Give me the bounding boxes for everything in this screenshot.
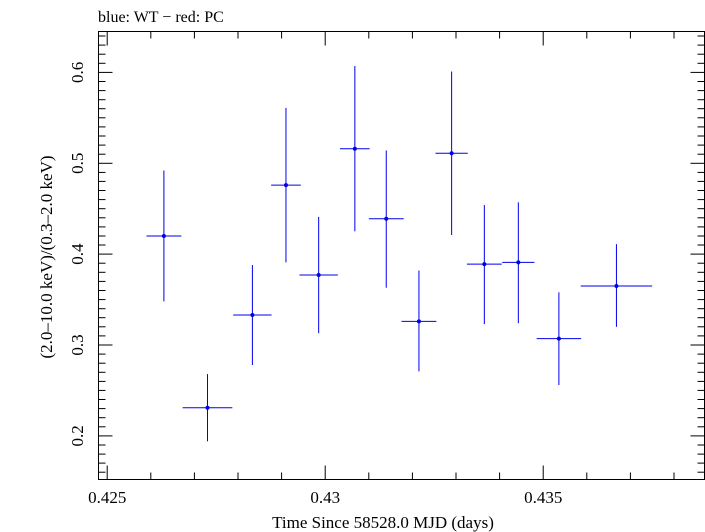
y-axis-label: (2.0–10.0 keV)/(0.3–2.0 keV) bbox=[37, 155, 56, 358]
data-point bbox=[466, 205, 502, 325]
tick-labels: 0.425 0.43 0.435 0.2 0.3 0.4 0.5 0.6 bbox=[68, 62, 562, 507]
data-point bbox=[580, 244, 653, 327]
point-marker bbox=[416, 319, 421, 324]
point-marker bbox=[283, 183, 288, 188]
x-tick-label: 0.425 bbox=[88, 488, 126, 507]
data-series bbox=[146, 66, 653, 442]
point-marker bbox=[316, 273, 321, 278]
point-marker bbox=[556, 336, 561, 341]
data-point bbox=[435, 71, 468, 236]
point-marker bbox=[250, 313, 255, 318]
axis-ticks bbox=[98, 31, 705, 480]
data-point bbox=[340, 66, 370, 232]
point-marker bbox=[352, 146, 357, 151]
point-marker bbox=[449, 151, 454, 156]
data-point bbox=[401, 270, 437, 372]
y-tick-label: 0.2 bbox=[68, 425, 87, 446]
x-tick-label: 0.435 bbox=[524, 488, 562, 507]
data-point bbox=[299, 216, 338, 334]
data-point bbox=[271, 107, 301, 263]
data-point bbox=[182, 374, 233, 442]
point-marker bbox=[482, 262, 487, 267]
point-marker bbox=[161, 233, 166, 238]
point-marker bbox=[384, 216, 389, 221]
x-tick-label: 0.43 bbox=[310, 488, 340, 507]
y-tick-label: 0.4 bbox=[68, 243, 87, 265]
plot-frame bbox=[98, 31, 705, 480]
data-point bbox=[536, 292, 582, 385]
y-tick-label: 0.6 bbox=[68, 62, 87, 83]
point-marker bbox=[516, 260, 521, 265]
y-tick-label: 0.5 bbox=[68, 153, 87, 174]
chart-title: blue: WT − red: PC bbox=[98, 9, 224, 26]
point-marker bbox=[205, 405, 210, 410]
point-marker bbox=[614, 283, 619, 288]
x-axis-label: Time Since 58528.0 MJD (days) bbox=[272, 513, 494, 532]
data-point bbox=[233, 265, 272, 366]
data-point bbox=[368, 150, 404, 288]
data-point bbox=[146, 170, 182, 302]
y-tick-label: 0.3 bbox=[68, 334, 87, 355]
data-point bbox=[502, 202, 535, 324]
